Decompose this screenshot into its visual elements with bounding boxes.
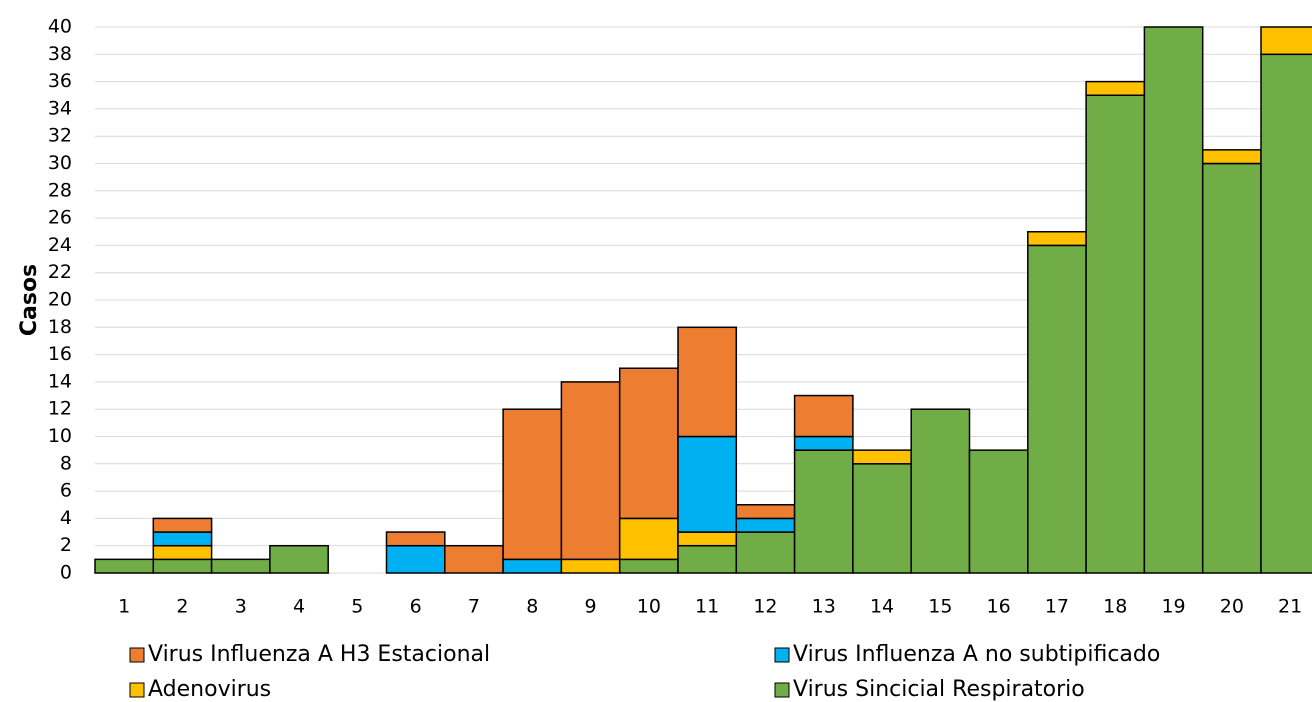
legend-label: Virus Sincicial Respiratorio [793,677,1085,702]
x-tick-label: 19 [1161,596,1185,618]
y-tick-label: 24 [48,234,72,256]
bar-segment [618,558,679,574]
x-tick-label: 2 [176,596,188,618]
y-tick-label: 28 [48,179,72,201]
bar-segment [1143,26,1204,574]
bar-segment [735,504,796,520]
x-tick-label: 7 [468,596,480,618]
bar-segment [793,449,854,574]
y-tick-label: 26 [48,207,72,229]
y-tick-label: 16 [48,343,72,365]
bar-segment [1201,149,1262,165]
x-tick-label: 13 [812,596,836,618]
y-tick-label: 40 [48,16,72,38]
bar-segment [793,435,854,451]
bar-segment [385,544,446,574]
x-tick-label: 18 [1103,596,1127,618]
bar-segment [793,394,854,438]
y-tick-label: 30 [48,152,72,174]
bar-segment [910,408,971,574]
x-tick-label: 10 [637,596,661,618]
bar-segment [152,544,213,561]
bar-segment [385,531,446,547]
bar-segment [968,449,1029,574]
bar-segment [1260,53,1312,574]
legend-swatch [129,647,145,663]
bar-segment [1201,162,1262,574]
bar-segment [1085,94,1146,574]
y-tick-label: 4 [60,507,72,529]
bar-segment [735,531,796,574]
bar-segment [1027,244,1087,574]
legend-swatch [774,682,790,698]
bar-segment [677,544,738,574]
x-tick-label: 8 [526,596,538,618]
bar-segment [152,558,213,574]
bar-segment [852,449,912,465]
x-tick-label: 12 [753,596,777,618]
bar-segment [560,381,621,561]
y-axis-label: Casos [17,264,42,336]
legend-label: Virus Influenza A H3 Estacional [148,642,490,667]
bar-segment [1027,231,1087,247]
bar-segment [152,517,213,533]
bar-segment [1085,80,1146,96]
bar-segment [210,558,271,574]
bar-segment [444,544,504,574]
x-tick-label: 4 [293,596,305,618]
legend-swatch [129,682,145,698]
legend-label: Virus Influenza A no subtipificado [793,642,1160,667]
x-tick-label: 17 [1045,596,1069,618]
y-tick-label: 36 [48,70,72,92]
y-tick-label: 32 [48,125,72,147]
x-tick-label: 21 [1278,596,1302,618]
bar-segment [677,435,738,533]
bar-segment [502,558,563,574]
x-tick-label: 11 [695,596,719,618]
x-tick-label: 3 [235,596,247,618]
y-tick-label: 0 [60,562,72,584]
legend-swatch [774,647,790,663]
bar-segment [618,367,679,520]
x-tick-label: 6 [410,596,422,618]
bar-segment [735,517,796,533]
y-tick-label: 22 [48,261,72,283]
bar-segment [677,531,738,547]
y-tick-label: 18 [48,316,72,338]
y-tick-label: 6 [60,480,72,502]
legend-label: Adenovirus [148,677,271,702]
y-tick-label: 12 [48,398,72,420]
x-tick-label: 5 [351,596,363,618]
bar-segment [852,463,912,574]
bar-segment [269,544,329,574]
x-tick-label: 16 [987,596,1011,618]
bar-segment [560,558,621,574]
bar-segment [502,408,563,561]
y-tick-label: 2 [60,534,72,556]
bar-segment [618,517,679,561]
y-tick-label: 20 [48,289,72,311]
x-tick-label: 15 [928,596,952,618]
bar-segment [677,326,738,438]
y-tick-label: 34 [48,97,72,119]
x-tick-label: 1 [118,596,130,618]
y-tick-label: 38 [48,43,72,65]
y-tick-label: 8 [60,452,72,474]
bar-segment [1260,26,1312,56]
x-tick-label: 9 [585,596,597,618]
y-tick-label: 10 [48,425,72,447]
x-tick-label: 20 [1220,596,1244,618]
x-tick-label: 14 [870,596,894,618]
y-tick-label: 14 [48,370,72,392]
bar-segment [94,558,155,574]
bar-segment [152,531,213,547]
